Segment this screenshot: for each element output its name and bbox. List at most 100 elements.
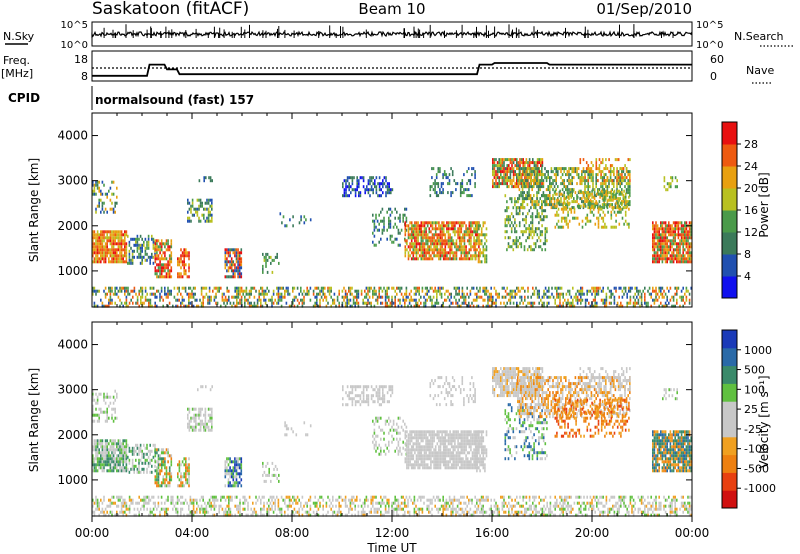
velocity-cell xyxy=(122,448,124,452)
power-cell xyxy=(663,239,665,243)
power-cell xyxy=(680,242,683,246)
power-cell xyxy=(417,221,419,225)
power-cell xyxy=(636,295,638,299)
velocity-cell xyxy=(195,413,197,417)
power-cell xyxy=(465,227,467,231)
power-cell xyxy=(116,251,118,255)
power-cell xyxy=(522,158,524,162)
power-cell xyxy=(384,292,387,296)
power-cell xyxy=(423,304,425,308)
power-cell xyxy=(596,286,598,290)
power-cell xyxy=(477,221,480,225)
power-cell xyxy=(208,298,211,302)
power-cell xyxy=(146,246,148,250)
power-cell xyxy=(109,186,112,190)
power-cell xyxy=(555,176,557,180)
power-cell xyxy=(438,224,440,228)
velocity-cell xyxy=(188,478,190,482)
power-cell xyxy=(432,188,435,192)
power-cell xyxy=(455,248,458,252)
power-cell xyxy=(586,289,588,293)
power-cell xyxy=(372,219,374,223)
velocity-cell xyxy=(103,448,105,452)
power-cell xyxy=(604,198,606,202)
power-cell xyxy=(378,213,380,217)
power-cell xyxy=(435,182,438,186)
power-cell xyxy=(457,248,459,252)
power-cell xyxy=(583,204,585,208)
power-cell xyxy=(394,301,396,305)
power-cell xyxy=(127,286,129,290)
power-cell xyxy=(561,182,564,186)
power-cell xyxy=(503,167,505,171)
power-cell xyxy=(596,304,598,308)
power-cell xyxy=(518,221,521,225)
velocity-cell xyxy=(98,463,100,467)
power-cell xyxy=(237,272,239,276)
power-cell xyxy=(404,254,407,258)
power-cell xyxy=(616,185,618,189)
power-cell xyxy=(507,236,510,240)
power-cell xyxy=(539,185,541,189)
power-cell xyxy=(446,224,448,228)
power-cell xyxy=(480,233,483,237)
power-cell xyxy=(127,289,129,293)
power-cell xyxy=(268,289,270,293)
power-cell xyxy=(507,206,510,210)
power-cell xyxy=(531,167,533,171)
power-cell xyxy=(119,239,121,243)
power-cell xyxy=(446,227,448,231)
power-cell xyxy=(605,292,608,296)
power-cell xyxy=(595,179,597,183)
power-cell xyxy=(603,194,605,198)
power-cell xyxy=(100,236,102,240)
power-cell xyxy=(207,201,210,205)
power-cell xyxy=(426,233,429,237)
power-cell xyxy=(394,298,396,302)
power-cell xyxy=(586,216,589,220)
power-cell xyxy=(685,236,688,240)
power-cell xyxy=(224,260,227,264)
velocity-cell xyxy=(164,466,166,470)
power-cell xyxy=(478,254,480,258)
power-cell xyxy=(266,286,268,290)
power-cell xyxy=(406,242,408,246)
power-cell xyxy=(180,257,182,261)
power-cell xyxy=(131,237,134,241)
power-cell xyxy=(495,301,497,305)
power-cell xyxy=(688,230,691,234)
power-cell xyxy=(370,176,373,180)
power-cell xyxy=(595,200,597,204)
power-cell xyxy=(618,304,620,308)
power-cell xyxy=(653,257,656,261)
power-cell xyxy=(295,295,297,299)
power-cell xyxy=(568,170,570,174)
power-cell xyxy=(383,219,385,223)
power-cell xyxy=(560,225,563,229)
power-cell xyxy=(417,242,419,246)
power-cell xyxy=(441,242,443,246)
power-cell xyxy=(565,173,567,177)
power-cell xyxy=(415,224,418,228)
power-cell xyxy=(96,236,99,240)
velocity-cell xyxy=(198,416,200,420)
power-cell xyxy=(418,245,421,249)
power-cell xyxy=(266,270,269,274)
cpid-value: normalsound (fast) 157 xyxy=(95,93,254,107)
velocity-cell xyxy=(103,460,105,464)
power-cell xyxy=(95,183,97,187)
power-cell xyxy=(181,301,184,305)
power-cell xyxy=(199,204,202,208)
power-cell xyxy=(425,221,427,225)
power-cell xyxy=(122,239,124,243)
power-cell xyxy=(461,295,464,299)
power-cell xyxy=(477,260,480,264)
power-cell xyxy=(501,170,504,174)
power-cell xyxy=(666,260,668,264)
power-cell xyxy=(238,257,241,261)
power-cell xyxy=(240,275,243,279)
velocity-cell xyxy=(124,445,126,449)
power-cell xyxy=(547,188,549,192)
power-cell xyxy=(316,298,318,302)
power-cell xyxy=(568,167,570,171)
